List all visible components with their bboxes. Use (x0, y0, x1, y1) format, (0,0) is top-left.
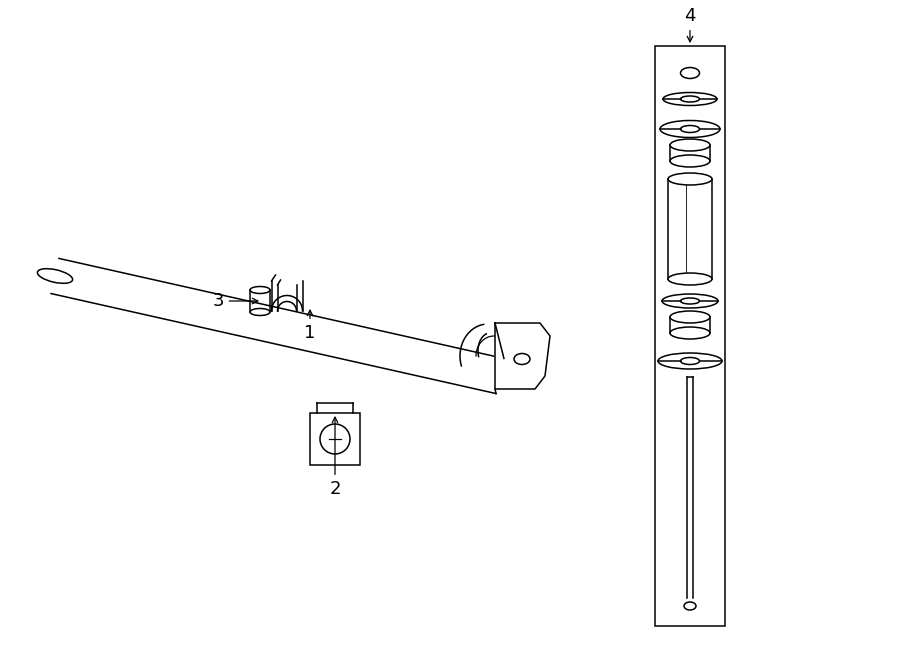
Ellipse shape (38, 268, 73, 284)
Ellipse shape (670, 311, 710, 323)
Text: 4: 4 (684, 7, 696, 42)
Ellipse shape (670, 327, 710, 339)
Ellipse shape (320, 424, 350, 454)
Ellipse shape (684, 602, 696, 610)
Bar (655, 46, 725, 626)
Ellipse shape (668, 273, 712, 285)
Text: 2: 2 (329, 417, 341, 498)
Text: 3: 3 (212, 292, 257, 310)
Ellipse shape (660, 120, 720, 137)
Ellipse shape (514, 354, 530, 364)
Text: 1: 1 (304, 310, 316, 342)
Ellipse shape (662, 294, 718, 308)
Ellipse shape (663, 93, 717, 106)
Ellipse shape (658, 353, 722, 369)
Ellipse shape (680, 96, 699, 102)
Ellipse shape (680, 358, 699, 364)
Ellipse shape (680, 126, 699, 132)
Ellipse shape (668, 173, 712, 185)
Ellipse shape (680, 67, 699, 79)
Ellipse shape (680, 298, 699, 304)
Polygon shape (495, 323, 550, 389)
Ellipse shape (670, 139, 710, 151)
Ellipse shape (250, 309, 270, 315)
Ellipse shape (670, 155, 710, 167)
Ellipse shape (250, 286, 270, 293)
Bar (310, 413, 360, 465)
